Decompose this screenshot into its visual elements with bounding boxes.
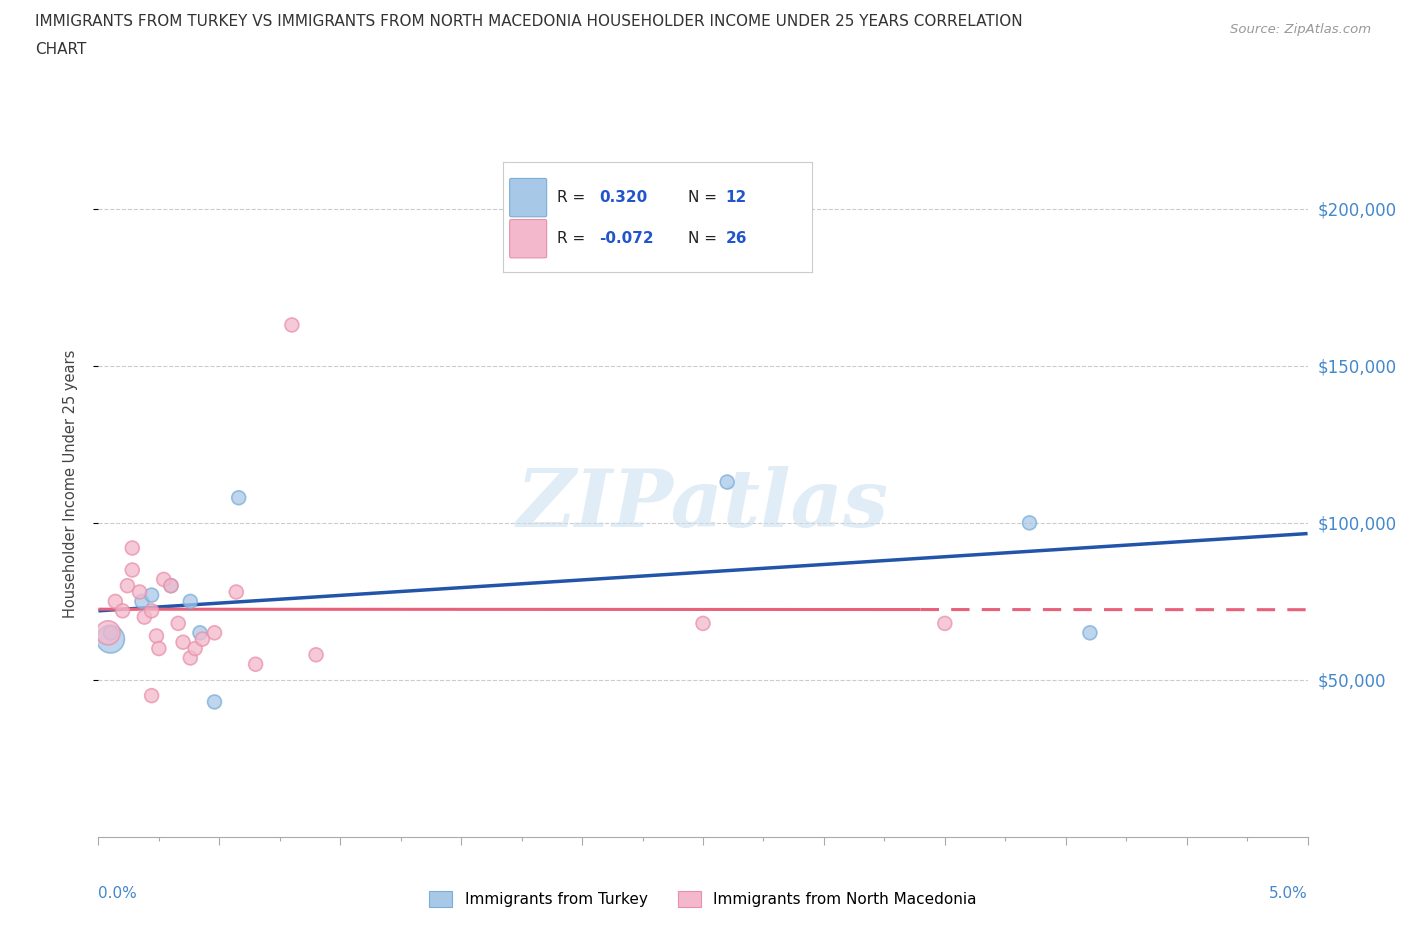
Point xyxy=(145,629,167,644)
Point xyxy=(716,474,738,489)
Point xyxy=(1018,515,1040,530)
Point xyxy=(184,641,207,656)
Point xyxy=(934,616,956,631)
Point xyxy=(225,585,247,600)
Text: 5.0%: 5.0% xyxy=(1268,886,1308,901)
Point xyxy=(121,540,143,555)
Text: IMMIGRANTS FROM TURKEY VS IMMIGRANTS FROM NORTH MACEDONIA HOUSEHOLDER INCOME UND: IMMIGRANTS FROM TURKEY VS IMMIGRANTS FRO… xyxy=(35,14,1022,29)
Legend: Immigrants from Turkey, Immigrants from North Macedonia: Immigrants from Turkey, Immigrants from … xyxy=(423,884,983,913)
Point xyxy=(111,604,134,618)
Point xyxy=(97,625,120,640)
Point xyxy=(141,688,163,703)
Point xyxy=(104,594,127,609)
Point xyxy=(141,604,163,618)
Text: Source: ZipAtlas.com: Source: ZipAtlas.com xyxy=(1230,23,1371,36)
Point xyxy=(204,695,226,710)
Point xyxy=(172,635,194,650)
Point xyxy=(160,578,183,593)
Point xyxy=(117,578,139,593)
Point xyxy=(121,563,143,578)
Point xyxy=(152,572,174,587)
Point xyxy=(100,625,122,640)
Point xyxy=(228,490,250,505)
Y-axis label: Householder Income Under 25 years: Householder Income Under 25 years xyxy=(63,350,77,618)
Point xyxy=(692,616,714,631)
Point xyxy=(179,650,201,665)
Point xyxy=(191,631,214,646)
Point xyxy=(305,647,328,662)
Point xyxy=(204,625,226,640)
Point xyxy=(131,594,153,609)
Point xyxy=(134,610,156,625)
Point xyxy=(167,616,190,631)
Point xyxy=(148,641,170,656)
Point xyxy=(160,578,183,593)
Point xyxy=(1078,625,1101,640)
Point xyxy=(128,585,150,600)
Point xyxy=(179,594,201,609)
Text: ZIPatlas: ZIPatlas xyxy=(517,466,889,543)
Text: CHART: CHART xyxy=(35,42,87,57)
Point xyxy=(100,631,122,646)
Point xyxy=(141,588,163,603)
Text: 0.0%: 0.0% xyxy=(98,886,138,901)
Point xyxy=(188,625,211,640)
Point xyxy=(281,317,304,332)
Point xyxy=(245,657,267,671)
